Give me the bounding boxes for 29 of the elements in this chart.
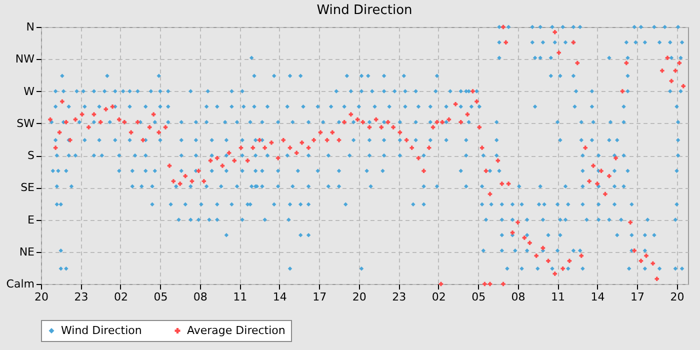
category-label: NE	[19, 245, 34, 258]
category-label: Calm	[6, 278, 34, 290]
category-label: W	[24, 84, 34, 98]
x-tick-label: 02	[114, 290, 128, 304]
x-tick-label: 23	[392, 290, 406, 304]
category-label: N	[26, 20, 34, 34]
category-label: SW	[16, 116, 34, 130]
x-tick-label: 17	[312, 290, 327, 304]
x-tick-label: 17	[630, 290, 645, 304]
x-tick-label: 14	[590, 290, 605, 304]
x-tick-label: 23	[74, 290, 88, 304]
legend-label: Wind Direction	[61, 324, 142, 337]
x-tick-label: 02	[432, 290, 446, 304]
x-tick-label: 11	[233, 290, 248, 304]
x-tick-label: 20	[352, 290, 366, 304]
x-tick-label: 08	[511, 290, 526, 304]
chart-title: Wind Direction	[316, 3, 412, 18]
x-tick-label: 05	[154, 290, 168, 304]
x-tick-label: 14	[272, 290, 287, 304]
x-tick-label: 20	[670, 290, 684, 304]
x-tick-label: 08	[193, 290, 208, 304]
category-label: S	[28, 149, 34, 162]
category-label: NW	[15, 52, 34, 66]
category-label: SE	[20, 181, 34, 194]
x-tick-label: 11	[551, 290, 566, 304]
legend-label: Average Direction	[187, 324, 286, 337]
x-tick-label: 20	[34, 290, 48, 304]
x-tick-label: 05	[472, 290, 486, 304]
category-label: E	[28, 213, 34, 226]
